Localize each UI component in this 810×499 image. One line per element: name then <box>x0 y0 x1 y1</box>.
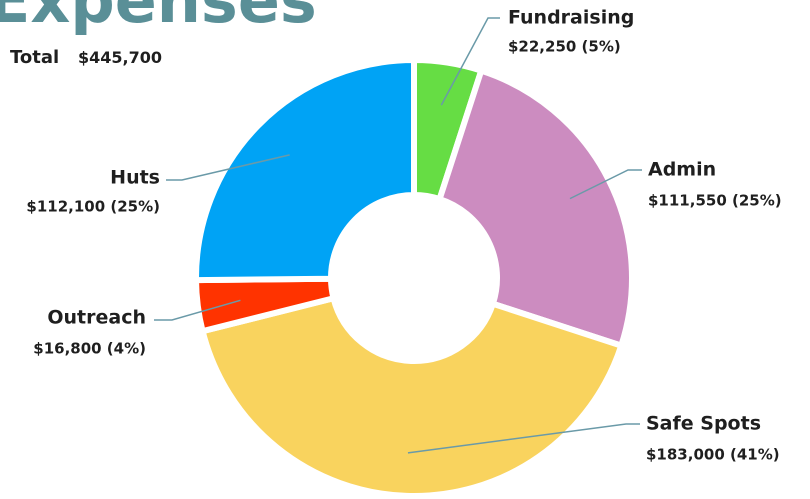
slice-name: Fundraising <box>508 7 634 29</box>
leader-line <box>440 17 500 106</box>
total-title: Total <box>10 47 59 68</box>
donut-slice <box>193 56 417 284</box>
slice-name: Admin <box>648 159 716 181</box>
leader-line <box>407 423 640 454</box>
slice-value-label: $111,550 (25%) <box>648 192 782 210</box>
total-label: $445,700 <box>78 48 162 67</box>
slice-value-label: $22,250 (5%) <box>508 38 621 56</box>
slice-name: Safe Spots <box>646 413 761 435</box>
slice-value-label: $183,000 (41%) <box>646 446 780 464</box>
slice-name: Outreach <box>47 307 146 329</box>
donut-slice <box>198 294 626 499</box>
slice-value-label: $112,100 (25%) <box>26 198 160 216</box>
leader-line <box>569 169 642 200</box>
chart-title: Expenses <box>0 0 317 37</box>
leader-line <box>166 154 290 181</box>
leader-line <box>154 299 241 321</box>
slice-value-label: $16,800 (4%) <box>33 340 146 358</box>
slice-name: Huts <box>110 167 160 189</box>
donut-slice <box>435 66 635 350</box>
